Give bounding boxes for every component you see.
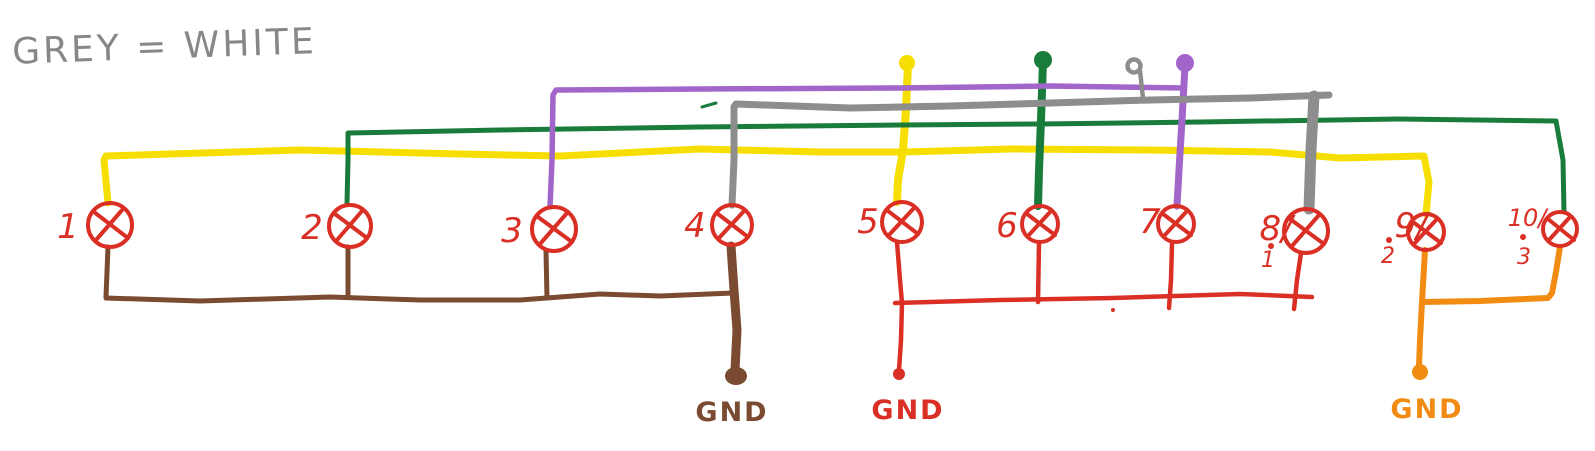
lamp-8-dot	[1268, 243, 1274, 249]
grey-hook-loop	[1125, 57, 1143, 75]
orange-lamp9-gnd-drop	[1416, 247, 1428, 369]
lamp-10-sublabel: 3	[1517, 245, 1531, 270]
lamp-8	[1282, 207, 1330, 255]
grey-drop-lamp8-wire	[1303, 90, 1320, 215]
orange-gnd-terminal	[1412, 364, 1428, 380]
red-lamp8-drop	[1291, 250, 1304, 312]
orange-wires	[1412, 244, 1563, 380]
red-stray-dot	[1111, 308, 1115, 312]
grey-wires	[728, 57, 1333, 215]
red-lamp5-gnd-drop	[894, 239, 905, 373]
lamp-4	[710, 203, 754, 247]
lamp-4-label: 4	[684, 206, 706, 246]
purple-pin-lamp7-wire	[1173, 62, 1189, 210]
grey-bus-wire	[728, 91, 1333, 209]
lamp-1	[86, 201, 134, 249]
lamp-10	[1541, 210, 1579, 248]
legend-note: GREY = WHITE	[11, 21, 317, 73]
brown-lamp1-drop	[103, 244, 111, 300]
red-ground-bus	[892, 291, 1315, 306]
green-stray-dash	[700, 101, 718, 109]
green-wires	[344, 51, 1567, 215]
lamp-10-dot	[1520, 234, 1526, 240]
lamp-9-sublabel: 2	[1381, 244, 1395, 269]
gnd-label-brown: GND	[695, 397, 768, 428]
lamps	[86, 200, 1579, 255]
orange-ground-bus	[1420, 244, 1563, 305]
green-bus-wire	[344, 116, 1567, 215]
lamp-9	[1406, 212, 1446, 252]
yellow-pin-tip	[899, 55, 915, 71]
brown-lamp3-drop	[543, 248, 550, 301]
lamp-7-label: 7	[1139, 202, 1161, 242]
yellow-wires	[100, 55, 1433, 218]
brown-gnd-drop	[726, 241, 742, 375]
lamp-5	[880, 200, 924, 244]
green-pin-lamp6-wire	[1034, 58, 1047, 210]
red-lamp7-drop	[1166, 241, 1175, 311]
lamp-5-label: 5	[857, 202, 879, 242]
lamp-8-sublabel: 1	[1261, 248, 1275, 273]
purple-wires	[547, 54, 1194, 210]
lamp-3-label: 3	[501, 211, 523, 251]
lamp-7	[1156, 204, 1196, 244]
brown-ground-bus	[103, 290, 736, 304]
lamp-9-label: 9/	[1394, 206, 1431, 246]
brown-wires	[103, 241, 747, 385]
green-pin-tip	[1034, 51, 1052, 69]
purple-pin-tip	[1176, 54, 1194, 72]
purple-bus-wire	[547, 83, 1186, 210]
lamp-6	[1020, 204, 1060, 244]
lamp-3	[530, 205, 578, 253]
yellow-pin-lamp5-wire	[893, 60, 912, 206]
lamp-labels: 1 2 3 4 5 6 7 8/ 1 9/ 2 10/ 3	[57, 202, 1549, 273]
gnd-label-red: GND	[871, 395, 944, 426]
red-lamp6-drop	[1035, 240, 1042, 305]
red-gnd-terminal	[893, 368, 905, 380]
brown-gnd-terminal	[725, 367, 747, 385]
lamp-10-label: 10/	[1508, 204, 1550, 232]
lamp-2-label: 2	[301, 208, 323, 248]
yellow-bus-wire	[100, 145, 1433, 218]
lamp-2	[327, 203, 373, 249]
gnd-label-orange: GND	[1390, 394, 1463, 425]
lamp-1-label: 1	[57, 207, 79, 247]
lamp-6-label: 6	[996, 206, 1018, 246]
lamp-9-dot	[1386, 237, 1392, 243]
red-wires	[892, 239, 1315, 380]
lamp-8-label: 8/	[1259, 209, 1296, 249]
grey-hook-tail	[1137, 68, 1146, 101]
